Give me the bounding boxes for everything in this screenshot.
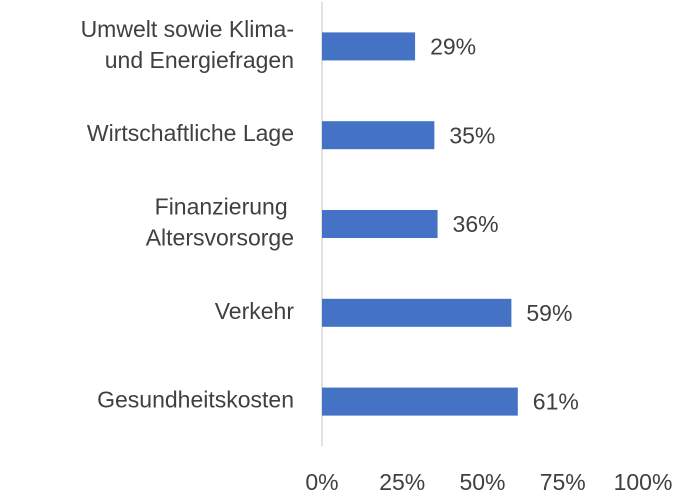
x-tick-label: 0%	[305, 469, 338, 495]
y-tick-label: Verkehr	[215, 298, 295, 324]
x-tick-label: 25%	[379, 469, 425, 495]
value-label: 61%	[533, 389, 579, 415]
x-tick-label: 75%	[540, 469, 586, 495]
bar	[322, 32, 416, 61]
bar	[322, 121, 435, 150]
value-label: 36%	[453, 211, 499, 237]
y-tick-label: Umwelt sowie Klima-und Energiefragen	[81, 16, 294, 73]
x-tick-label: 100%	[614, 469, 673, 495]
bar	[322, 298, 512, 327]
value-label: 59%	[526, 300, 572, 326]
y-tick-label: Wirtschaftliche Lage	[87, 120, 294, 146]
bar	[322, 387, 518, 416]
y-tick-label: Gesundheitskosten	[97, 387, 294, 413]
y-tick-label: Finanzierung Altersvorsorge	[146, 194, 294, 251]
x-tick-label: 50%	[459, 469, 505, 495]
value-label: 35%	[449, 122, 495, 148]
value-label: 29%	[430, 33, 476, 59]
bar	[322, 210, 438, 238]
